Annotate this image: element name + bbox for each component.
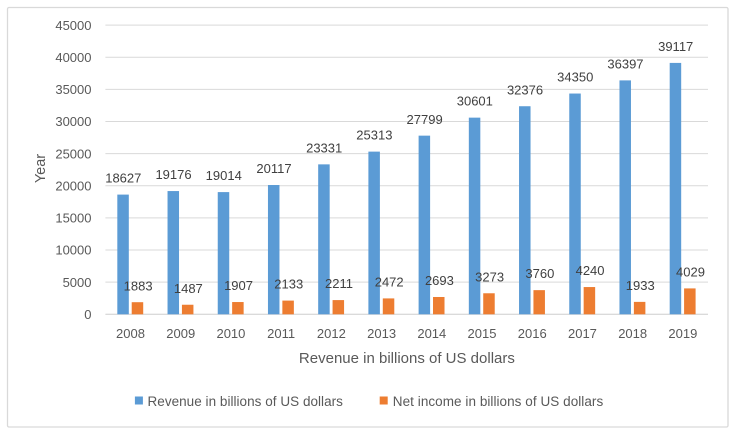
svg-text:5000: 5000 xyxy=(63,275,92,290)
svg-text:2018: 2018 xyxy=(618,326,647,341)
svg-text:19014: 19014 xyxy=(206,168,242,183)
svg-text:10000: 10000 xyxy=(55,243,91,258)
svg-text:4240: 4240 xyxy=(576,263,605,278)
svg-text:2016: 2016 xyxy=(518,326,547,341)
svg-text:40000: 40000 xyxy=(55,50,91,65)
svg-text:2009: 2009 xyxy=(166,326,195,341)
svg-text:25000: 25000 xyxy=(55,146,91,161)
svg-text:2019: 2019 xyxy=(668,326,697,341)
svg-text:1883: 1883 xyxy=(124,278,153,293)
svg-text:45000: 45000 xyxy=(55,18,91,33)
svg-text:2010: 2010 xyxy=(216,326,245,341)
svg-text:27799: 27799 xyxy=(407,112,443,127)
svg-text:3760: 3760 xyxy=(525,266,554,281)
svg-text:39117: 39117 xyxy=(658,39,693,54)
svg-text:20000: 20000 xyxy=(55,178,91,193)
svg-text:20117: 20117 xyxy=(256,161,291,176)
svg-text:2472: 2472 xyxy=(375,275,404,290)
svg-text:2693: 2693 xyxy=(425,273,454,288)
svg-text:1933: 1933 xyxy=(626,278,655,293)
svg-text:32376: 32376 xyxy=(507,82,543,97)
svg-text:23331: 23331 xyxy=(306,140,342,155)
svg-text:36397: 36397 xyxy=(607,56,643,71)
svg-text:Year: Year xyxy=(33,154,49,183)
svg-text:1907: 1907 xyxy=(224,278,253,293)
svg-text:2012: 2012 xyxy=(317,326,346,341)
svg-text:25313: 25313 xyxy=(356,128,392,143)
svg-text:2211: 2211 xyxy=(325,276,353,291)
svg-text:4029: 4029 xyxy=(676,265,705,280)
svg-text:2015: 2015 xyxy=(468,326,497,341)
svg-text:3273: 3273 xyxy=(475,269,504,284)
svg-text:2011: 2011 xyxy=(267,326,295,341)
svg-text:30000: 30000 xyxy=(55,114,91,129)
svg-text:2008: 2008 xyxy=(116,326,145,341)
svg-text:19176: 19176 xyxy=(155,167,191,182)
svg-text:Revenue in billions of US doll: Revenue in billions of US dollars xyxy=(148,394,344,409)
svg-text:2014: 2014 xyxy=(417,326,446,341)
svg-text:2013: 2013 xyxy=(367,326,396,341)
svg-text:35000: 35000 xyxy=(55,82,91,97)
svg-text:34350: 34350 xyxy=(557,70,593,85)
svg-text:18627: 18627 xyxy=(105,171,141,186)
svg-text:15000: 15000 xyxy=(55,211,91,226)
svg-text:30601: 30601 xyxy=(457,94,493,109)
svg-text:1487: 1487 xyxy=(174,281,203,296)
svg-text:2133: 2133 xyxy=(274,277,303,292)
svg-text:Net income in billions of US d: Net income in billions of US dollars xyxy=(393,394,604,409)
svg-text:Revenue in billions of US doll: Revenue in billions of US dollars xyxy=(299,350,515,367)
svg-text:2017: 2017 xyxy=(568,326,597,341)
svg-text:0: 0 xyxy=(84,307,91,322)
